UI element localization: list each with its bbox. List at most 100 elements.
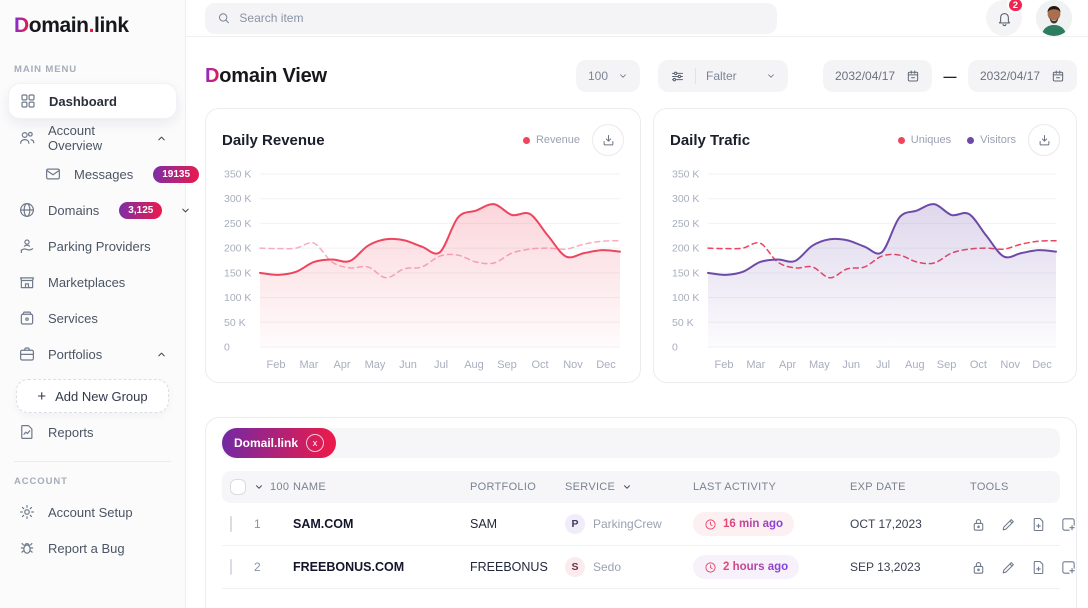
sidebar-item-label: Portfolios	[48, 346, 103, 362]
svg-text:200 K: 200 K	[224, 243, 251, 255]
date-range-separator: —	[943, 68, 957, 84]
date-from-picker[interactable]: 2032/04/17	[823, 60, 932, 92]
parking-icon	[20, 239, 34, 254]
legend-item: Revenue	[522, 134, 580, 146]
download-button[interactable]	[1028, 124, 1060, 156]
user-avatar[interactable]	[1036, 0, 1072, 36]
svg-text:Aug: Aug	[464, 359, 484, 371]
globe-icon	[20, 203, 34, 217]
lock-icon[interactable]	[970, 559, 987, 576]
service-initial-badge: P	[565, 514, 585, 534]
svg-text:150 K: 150 K	[224, 267, 251, 279]
bug-icon	[20, 542, 34, 554]
sidebar-item-account-overview[interactable]: Account Overview	[8, 121, 177, 155]
svg-text:Apr: Apr	[779, 359, 796, 371]
domain-name: FREEBONUS.COM	[293, 560, 405, 574]
row-checkbox[interactable]	[230, 516, 232, 532]
logo-suffix: link	[94, 14, 129, 37]
notification-count-badge: 2	[1006, 0, 1024, 13]
table-header: 100 NAME PORTFOLIO SERVICE LAST ACTIVITY…	[222, 471, 1060, 503]
chevron-up-icon	[158, 352, 165, 356]
svg-text:150 K: 150 K	[672, 267, 699, 279]
search-bar[interactable]	[205, 2, 777, 34]
chevron-down-icon[interactable]	[254, 482, 264, 492]
logo-gradient-letter: D	[14, 14, 29, 37]
sidebar-item-reports[interactable]: Reports	[8, 415, 177, 449]
logo-dot: .	[88, 14, 95, 37]
file-plus-icon[interactable]	[1030, 559, 1047, 576]
page-size-value: 100	[587, 69, 609, 83]
daily-revenue-card: Daily Revenue Revenue 350 K 300 K 250 K 200…	[205, 108, 641, 383]
chart-legend: Uniques Visitors	[897, 134, 1016, 146]
note-add-icon[interactable]	[1060, 516, 1077, 533]
date-to-picker[interactable]: 2032/04/17	[968, 60, 1077, 92]
sidebar-item-report-a-bug[interactable]: Report a Bug	[8, 531, 177, 565]
row-number: 2	[254, 560, 261, 574]
exp-date: SEP 13,2023	[850, 560, 921, 574]
sidebar-item-account-setup[interactable]: Account Setup	[8, 495, 177, 529]
sidebar-item-portfolios[interactable]: Portfolios	[8, 337, 177, 371]
legend-dot	[897, 136, 905, 144]
file-plus-icon[interactable]	[1030, 516, 1047, 533]
svg-text:250 K: 250 K	[672, 218, 699, 230]
clock-icon	[705, 561, 716, 573]
sidebar-item-marketplaces[interactable]: Marketplaces	[8, 265, 177, 299]
bell-icon	[998, 12, 1010, 26]
lock-icon[interactable]	[970, 516, 987, 533]
column-name: NAME	[293, 481, 326, 493]
svg-text:350 K: 350 K	[224, 169, 251, 181]
legend-item: Visitors	[967, 134, 1016, 146]
sidebar-item-label: Domains	[48, 202, 100, 218]
remove-filter-icon[interactable]: x	[306, 434, 325, 452]
search-icon	[219, 13, 229, 24]
page-size-select[interactable]: 100	[576, 60, 640, 92]
portfolio-name: SAM	[470, 517, 498, 531]
row-number: 1	[254, 517, 261, 531]
sidebar-nav: Dashboard Account Overview Messages 1913…	[0, 83, 200, 449]
svg-text:Jun: Jun	[399, 359, 417, 371]
add-new-group-button[interactable]: + Add New Group	[16, 379, 169, 413]
select-all-checkbox[interactable]	[230, 479, 246, 495]
edit-icon[interactable]	[1000, 559, 1017, 576]
svg-text:Jul: Jul	[434, 359, 448, 371]
sidebar-account-nav: Account Setup Report a Bug	[0, 495, 185, 565]
edit-icon[interactable]	[1000, 516, 1017, 533]
column-service[interactable]: SERVICE	[565, 481, 693, 493]
domains-count-badge: 3,125	[119, 201, 163, 219]
note-add-icon[interactable]	[1060, 559, 1077, 576]
sidebar-item-label: Dashboard	[49, 93, 117, 109]
sidebar-item-label: Marketplaces	[48, 274, 126, 290]
sidebar-item-services[interactable]: Services	[8, 301, 177, 335]
row-checkbox[interactable]	[230, 559, 232, 575]
chevron-down-icon	[768, 74, 774, 78]
column-exp-date: EXP DATE	[850, 481, 906, 493]
app-logo: Domain.link	[0, 14, 185, 38]
sidebar-item-domains[interactable]: Domains 3,125	[8, 193, 190, 227]
column-tools: TOOLS	[970, 481, 1009, 493]
sidebar-item-label: Services	[48, 310, 98, 326]
sidebar-item-messages[interactable]: Messages 19135	[8, 157, 200, 191]
daily-trafic-card: Daily Trafic Uniques Visitors 350 K 300 K 2…	[653, 108, 1077, 383]
filter-chip[interactable]: Domail.link x	[222, 428, 337, 458]
svg-text:Aug: Aug	[905, 359, 925, 371]
sidebar-item-label: Report a Bug	[48, 540, 125, 556]
avatar-image	[1036, 0, 1072, 36]
sidebar-item-dashboard[interactable]: Dashboard	[8, 83, 177, 119]
svg-text:300 K: 300 K	[672, 193, 699, 205]
search-input[interactable]	[239, 11, 765, 25]
download-button[interactable]	[592, 124, 624, 156]
download-icon	[603, 134, 613, 145]
sidebar-item-label: Messages	[74, 166, 134, 182]
messages-count-badge: 19135	[153, 165, 200, 183]
sidebar-item-parking-providers[interactable]: Parking Providers	[8, 229, 177, 263]
filter-chip-bar: Domail.link x	[222, 428, 1060, 458]
chevron-down-icon	[182, 208, 190, 212]
svg-text:May: May	[809, 359, 830, 371]
sliders-icon	[671, 71, 684, 81]
filter-dropdown[interactable]: Falter	[658, 60, 788, 92]
divider	[695, 68, 696, 84]
store-icon	[20, 277, 34, 289]
notifications-button[interactable]: 2	[986, 0, 1024, 36]
briefcase-icon	[20, 347, 34, 361]
domains-table-card: Domail.link x 100 NAME PORTFOLIO SERVICE…	[205, 417, 1077, 608]
